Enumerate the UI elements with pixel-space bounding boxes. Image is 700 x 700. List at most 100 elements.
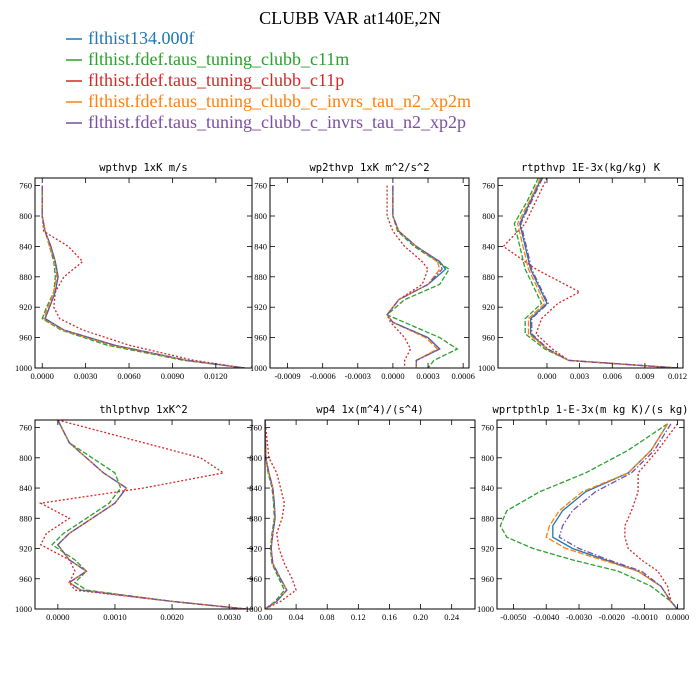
series-line: [265, 420, 288, 609]
x-tick-label: 0.24: [444, 612, 460, 622]
y-tick-label: 760: [19, 423, 32, 433]
y-tick-label: 1000: [245, 604, 262, 614]
series-line: [41, 185, 245, 368]
x-tick-label: 0.00: [258, 612, 273, 622]
x-tick-label: 0.0000: [46, 612, 69, 622]
series-line: [513, 178, 678, 368]
x-tick-label: 0.0060: [117, 371, 140, 381]
x-tick-label: 0.003: [570, 371, 589, 381]
y-tick-label: 920: [254, 302, 267, 312]
legend-label: flthist.fdef.taus_tuning_clubb_c_invrs_t…: [88, 112, 466, 132]
x-tick-label: 0.0030: [74, 371, 97, 381]
series-line: [56, 420, 247, 609]
x-tick-label: 0.0000: [666, 612, 689, 622]
plot-frame: [34, 419, 253, 610]
y-tick-label: 1000: [15, 363, 32, 373]
legend-label: flthist.fdef.taus_tuning_clubb_c11p: [88, 70, 344, 90]
legend-label: flthist134.000f: [88, 28, 195, 48]
y-tick-label: 880: [19, 272, 32, 282]
plot-frame: [497, 177, 684, 369]
series-group: [38, 420, 247, 609]
series-line: [552, 423, 678, 609]
plot-frame: [34, 177, 253, 369]
y-tick-label: 880: [19, 513, 32, 523]
y-tick-label: 800: [481, 453, 494, 463]
series-group: [385, 185, 459, 368]
y-tick-label: 920: [481, 544, 494, 554]
y-tick-label: 920: [249, 544, 262, 554]
panel: wp2thvp 1xK m^2/s^2 760 800 840 880 920 960 100…: [250, 162, 475, 381]
x-tick-label: -0.0003: [345, 371, 371, 381]
x-tick-label: -0.0009: [274, 371, 300, 381]
x-tick-label: -0.0030: [566, 612, 592, 622]
y-tick-label: 880: [482, 272, 495, 282]
y-tick-label: 760: [254, 181, 267, 191]
y-tick-label: 840: [481, 483, 494, 493]
x-tick-label: 0.0020: [160, 612, 183, 622]
y-tick-label: 880: [481, 513, 494, 523]
series-line: [386, 185, 429, 368]
y-tick-label: 1000: [477, 604, 494, 614]
x-tick-label: 0.12: [351, 612, 366, 622]
y-tick-label: 760: [482, 181, 495, 191]
y-tick-label: 800: [19, 453, 32, 463]
panel-title: thlpthvp 1xK^2: [99, 404, 188, 416]
y-tick-label: 840: [249, 483, 262, 493]
x-tick-label: -0.0020: [599, 612, 625, 622]
series-line: [499, 423, 678, 609]
series-line: [624, 423, 678, 609]
y-tick-label: 840: [19, 241, 32, 251]
x-tick-label: 0.04: [289, 612, 305, 622]
series-line: [265, 420, 297, 609]
series-line: [38, 420, 247, 609]
panel-title: wp2thvp 1xK m^2/s^2: [309, 162, 429, 174]
series-line: [41, 185, 245, 368]
x-tick-label: 0.0006: [451, 371, 474, 381]
y-tick-label: 800: [249, 453, 262, 463]
x-tick-label: 0.20: [413, 612, 428, 622]
x-tick-label: 0.0003: [416, 371, 439, 381]
y-tick-label: 960: [254, 333, 267, 343]
x-tick-label: 0.0090: [161, 371, 184, 381]
y-tick-label: 880: [249, 513, 262, 523]
legend-label: flthist.fdef.taus_tuning_clubb_c_invrs_t…: [88, 91, 471, 111]
y-tick-label: 960: [482, 333, 495, 343]
y-tick-label: 800: [19, 211, 32, 221]
series-line: [386, 185, 447, 368]
series-group: [502, 178, 678, 368]
x-tick-label: 0.0000: [31, 371, 54, 381]
series-group: [499, 423, 678, 609]
plot-frame: [496, 419, 685, 610]
y-tick-label: 760: [249, 423, 262, 433]
x-tick-label: 0.000: [537, 371, 556, 381]
x-tick-label: 0.0030: [217, 612, 240, 622]
series-line: [56, 420, 247, 609]
y-tick-label: 840: [254, 241, 267, 251]
panel-title: wpthvp 1xK m/s: [99, 162, 188, 174]
y-tick-label: 1000: [250, 363, 267, 373]
x-tick-label: -0.0006: [310, 371, 336, 381]
y-tick-label: 800: [482, 211, 495, 221]
panel: wprtpthlp 1-E-3x(m kg K)/(s kg) 760 800 840…: [477, 404, 689, 622]
x-tick-label: 0.0000: [381, 371, 404, 381]
series-line: [545, 423, 678, 609]
series-line: [558, 423, 678, 609]
series-line: [386, 185, 443, 368]
y-tick-label: 880: [254, 272, 267, 282]
panel: wpthvp 1xK m/s76080084088092096010000.00…: [15, 162, 253, 381]
x-tick-label: -0.0040: [533, 612, 559, 622]
y-tick-label: 920: [482, 302, 495, 312]
series-line: [519, 178, 678, 368]
x-tick-label: 0.012: [668, 371, 687, 381]
x-tick-label: -0.0050: [500, 612, 526, 622]
x-tick-label: -0.0010: [632, 612, 658, 622]
panels: wpthvp 1xK m/s76080084088092096010000.00…: [15, 162, 689, 622]
x-tick-label: 0.009: [635, 371, 654, 381]
y-tick-label: 840: [19, 483, 32, 493]
series-line: [41, 185, 245, 368]
series-line: [385, 185, 459, 368]
series-group: [265, 420, 297, 609]
series-line: [51, 420, 247, 609]
series-line: [520, 178, 678, 368]
